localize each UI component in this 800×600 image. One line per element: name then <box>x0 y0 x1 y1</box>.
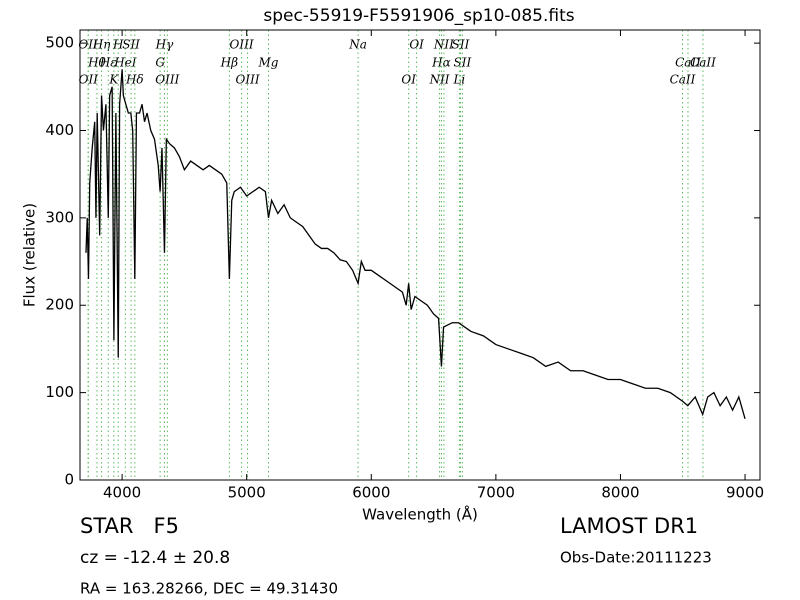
line-label: OIII <box>236 73 260 87</box>
line-label: OII <box>79 73 99 87</box>
line-label: NII <box>429 73 450 87</box>
obs-date: Obs-Date:20111223 <box>560 549 712 567</box>
x-tick-label: 6000 <box>352 484 390 502</box>
y-tick-label: 0 <box>64 471 74 489</box>
line-label: OIII <box>155 73 179 87</box>
y-tick-label: 500 <box>45 34 74 52</box>
line-label: NII <box>433 38 454 52</box>
line-label: SII <box>122 38 140 52</box>
line-label: Hδ <box>125 73 144 87</box>
line-label: Hα <box>431 56 451 70</box>
y-tick-label: 400 <box>45 121 74 139</box>
y-axis-label: Flux (relative) <box>21 203 39 307</box>
line-label: SII <box>452 38 470 52</box>
y-tick-label: 100 <box>45 383 74 401</box>
line-label: Hβ <box>220 56 238 70</box>
line-label: CaII <box>675 56 701 70</box>
chart-title: spec-55919-F5591906_sp10-085.fits <box>263 6 574 26</box>
y-tick-label: 200 <box>45 296 74 314</box>
survey: LAMOST DR1 <box>560 514 698 538</box>
line-label: CaII <box>690 56 716 70</box>
line-label: Li <box>452 73 465 87</box>
plot-frame <box>79 29 761 481</box>
y-tick-label: 300 <box>45 208 74 226</box>
redshift: cz = -12.4 ± 20.8 <box>80 548 230 568</box>
line-label: Hη <box>92 38 111 52</box>
coordinates: RA = 163.28266, DEC = 49.31430 <box>80 580 338 598</box>
spectrum-line <box>85 69 746 420</box>
line-label: Hε <box>99 56 117 70</box>
x-tick-label: 7000 <box>477 484 515 502</box>
object-class: STAR F5 <box>80 514 179 538</box>
line-label: H <box>112 38 124 52</box>
line-label: OI <box>409 38 424 52</box>
line-label: OIII <box>230 38 254 52</box>
line-label: Na <box>348 38 367 52</box>
line-label: Hγ <box>155 38 174 52</box>
line-label: OI <box>401 73 416 87</box>
line-label: K <box>108 73 119 87</box>
line-label: G <box>155 56 165 70</box>
x-tick-label: 9000 <box>726 484 764 502</box>
line-label: HeI <box>113 56 137 70</box>
line-label: Mg <box>258 56 279 70</box>
line-label: SII <box>454 56 472 70</box>
line-label: CaII <box>670 73 696 87</box>
x-tick-label: 4000 <box>103 484 141 502</box>
x-tick-label: 8000 <box>601 484 639 502</box>
x-tick-label: 5000 <box>228 484 266 502</box>
x-axis-label: Wavelength (Å) <box>362 505 478 524</box>
